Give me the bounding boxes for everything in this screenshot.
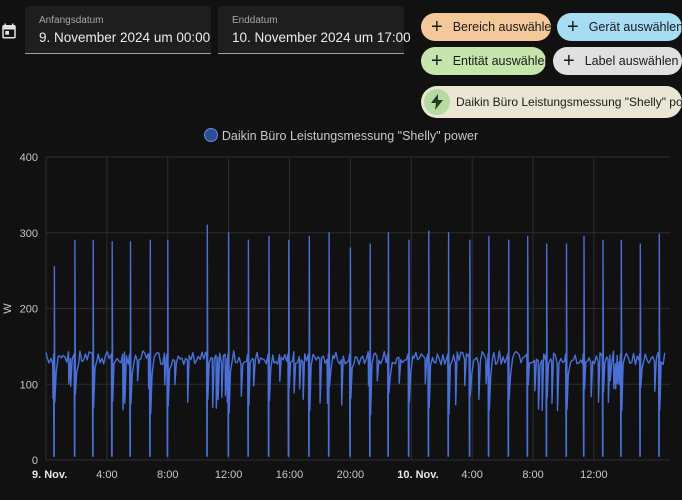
selected-entity-chip[interactable]: Daikin Büro Leistungsmessung "Shelly" po… bbox=[421, 86, 682, 118]
selected-entity-label: Daikin Büro Leistungsmessung "Shelly" po… bbox=[456, 95, 682, 109]
plus-icon: + bbox=[431, 50, 443, 72]
legend-series-label: Daikin Büro Leistungsmessung "Shelly" po… bbox=[221, 129, 479, 143]
x-tick-label: 8:00 bbox=[157, 469, 178, 481]
end-date-field[interactable]: Enddatum 10. November 2024 um 17:00 bbox=[218, 6, 411, 54]
lightning-icon bbox=[424, 89, 450, 115]
series-line bbox=[45, 224, 666, 457]
add-area-button[interactable]: + Bereich auswählen bbox=[421, 13, 558, 41]
add-device-button[interactable]: + Gerät auswählen bbox=[557, 13, 682, 41]
start-date-value[interactable]: 9. November 2024 um 00:00 bbox=[39, 30, 211, 45]
x-tick-label: 10. Nov. bbox=[397, 469, 438, 481]
x-tick-label: 12:00 bbox=[580, 469, 608, 481]
add-label-button[interactable]: + Label auswählen bbox=[553, 47, 682, 75]
add-entity-label: Entität auswählen bbox=[452, 54, 552, 68]
y-tick-label: 300 bbox=[20, 228, 38, 240]
plus-icon: + bbox=[567, 16, 579, 38]
calendar-icon bbox=[2, 23, 16, 39]
x-tick-label: 8:00 bbox=[522, 469, 543, 481]
x-tick-label: 20:00 bbox=[337, 469, 365, 481]
y-tick-label: 200 bbox=[20, 304, 38, 316]
y-axis-label: W bbox=[2, 303, 14, 314]
add-area-label: Bereich auswählen bbox=[452, 20, 559, 34]
power-chart[interactable]: 0 100 200 300 400 9. Nov. 4:00 8:00 12:00 16:00 20… bbox=[0, 145, 682, 500]
start-date-label: Anfangsdatum bbox=[39, 15, 104, 26]
chart-legend[interactable]: Daikin Büro Leistungsmessung "Shelly" po… bbox=[0, 128, 682, 143]
add-label-label: Label auswählen bbox=[584, 54, 679, 68]
x-tick-label: 16:00 bbox=[276, 469, 304, 481]
add-entity-button[interactable]: + Entität auswählen bbox=[421, 47, 551, 75]
plus-icon: + bbox=[563, 50, 575, 72]
legend-swatch bbox=[203, 128, 218, 142]
end-date-label: Enddatum bbox=[232, 15, 278, 26]
plus-icon: + bbox=[431, 16, 443, 38]
start-date-field[interactable]: Anfangsdatum 9. November 2024 um 00:00 bbox=[25, 6, 211, 54]
y-tick-label: 100 bbox=[20, 379, 38, 391]
chart-axes: 0 100 200 300 400 9. Nov. 4:00 8:00 12:00 16:00 20… bbox=[2, 152, 608, 481]
chart-grid bbox=[45, 156, 670, 461]
x-tick-label: 9. Nov. bbox=[32, 469, 67, 481]
add-device-label: Gerät auswählen bbox=[588, 20, 682, 34]
x-tick-label: 12:00 bbox=[215, 469, 243, 481]
end-date-value[interactable]: 10. November 2024 um 17:00 bbox=[232, 30, 411, 45]
x-tick-label: 4:00 bbox=[96, 469, 117, 481]
y-tick-label: 0 bbox=[32, 455, 38, 467]
y-tick-label: 400 bbox=[20, 152, 38, 164]
x-tick-label: 4:00 bbox=[461, 469, 482, 481]
